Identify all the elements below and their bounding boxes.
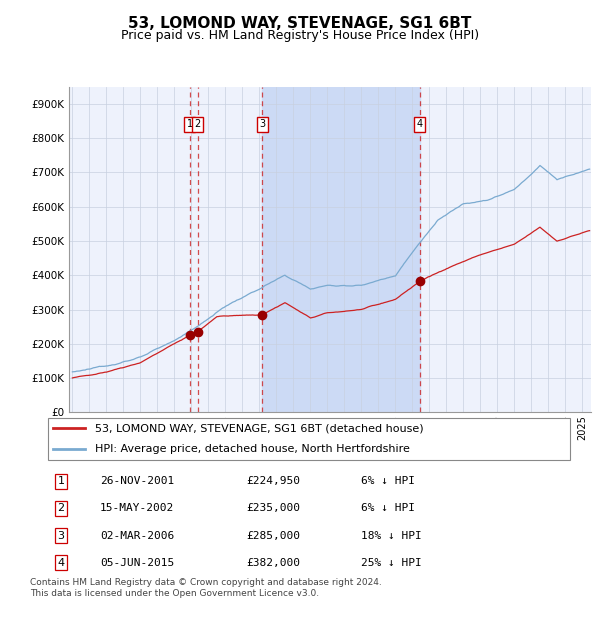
Text: 18% ↓ HPI: 18% ↓ HPI	[361, 531, 422, 541]
Text: 4: 4	[58, 557, 65, 568]
Text: 3: 3	[259, 120, 265, 130]
Text: 2: 2	[194, 120, 201, 130]
Text: 1: 1	[187, 120, 193, 130]
Text: Price paid vs. HM Land Registry's House Price Index (HPI): Price paid vs. HM Land Registry's House …	[121, 29, 479, 42]
Text: 3: 3	[58, 531, 65, 541]
Text: 4: 4	[417, 120, 423, 130]
Text: 6% ↓ HPI: 6% ↓ HPI	[361, 476, 415, 486]
Text: 25% ↓ HPI: 25% ↓ HPI	[361, 557, 422, 568]
Text: 53, LOMOND WAY, STEVENAGE, SG1 6BT (detached house): 53, LOMOND WAY, STEVENAGE, SG1 6BT (deta…	[95, 423, 424, 433]
Text: 05-JUN-2015: 05-JUN-2015	[100, 557, 175, 568]
Text: Contains HM Land Registry data © Crown copyright and database right 2024.: Contains HM Land Registry data © Crown c…	[30, 578, 382, 587]
Text: HPI: Average price, detached house, North Hertfordshire: HPI: Average price, detached house, Nort…	[95, 445, 410, 454]
Text: 2: 2	[58, 503, 65, 513]
Text: £382,000: £382,000	[247, 557, 301, 568]
Text: £285,000: £285,000	[247, 531, 301, 541]
Text: 6% ↓ HPI: 6% ↓ HPI	[361, 503, 415, 513]
Text: 53, LOMOND WAY, STEVENAGE, SG1 6BT: 53, LOMOND WAY, STEVENAGE, SG1 6BT	[128, 16, 472, 30]
Text: £224,950: £224,950	[247, 476, 301, 486]
Text: 02-MAR-2006: 02-MAR-2006	[100, 531, 175, 541]
Text: £235,000: £235,000	[247, 503, 301, 513]
FancyBboxPatch shape	[48, 418, 570, 460]
Text: 15-MAY-2002: 15-MAY-2002	[100, 503, 175, 513]
Text: 26-NOV-2001: 26-NOV-2001	[100, 476, 175, 486]
Text: This data is licensed under the Open Government Licence v3.0.: This data is licensed under the Open Gov…	[30, 589, 319, 598]
Bar	[262, 87, 420, 412]
Text: 1: 1	[58, 476, 65, 486]
